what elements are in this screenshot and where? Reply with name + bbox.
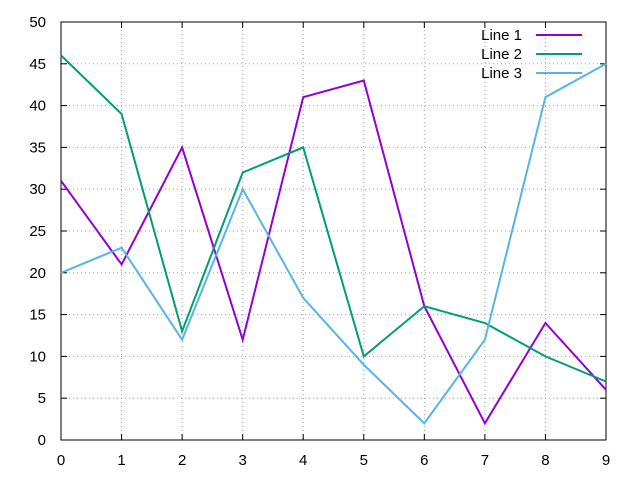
y-tick-label: 40 <box>29 98 46 115</box>
x-tick-label: 0 <box>57 452 65 469</box>
x-tick-label: 7 <box>481 452 489 469</box>
series-line-3 <box>60 62 607 425</box>
x-tick-label: 8 <box>541 452 549 469</box>
y-tick-label: 30 <box>29 181 46 198</box>
x-tick-label: 1 <box>117 452 125 469</box>
y-tick-label: 25 <box>29 223 46 240</box>
series-line-1 <box>60 79 607 426</box>
x-tick-label: 6 <box>420 452 428 469</box>
series-line-2 <box>60 54 607 383</box>
series-lines <box>60 54 607 426</box>
y-tick-label: 50 <box>29 14 46 31</box>
x-tick-label: 2 <box>178 452 186 469</box>
x-tick-label: 9 <box>602 452 610 469</box>
x-tick-label: 3 <box>238 452 246 469</box>
y-tick-label: 10 <box>29 348 46 365</box>
legend-label-1: Line 1 <box>481 27 522 44</box>
x-tick-label: 5 <box>360 452 368 469</box>
y-tick-label: 0 <box>38 432 46 449</box>
y-tick-label: 20 <box>29 265 46 282</box>
y-tick-label: 15 <box>29 307 46 324</box>
grid <box>61 22 606 440</box>
y-tick-label: 45 <box>29 56 46 73</box>
x-tick-label: 4 <box>299 452 307 469</box>
y-tick-label: 35 <box>29 139 46 156</box>
legend: Line 1 Line 2 Line 3 <box>481 27 582 82</box>
y-tick-label: 5 <box>38 390 46 407</box>
legend-label-2: Line 2 <box>481 46 522 63</box>
legend-label-3: Line 3 <box>481 65 522 82</box>
